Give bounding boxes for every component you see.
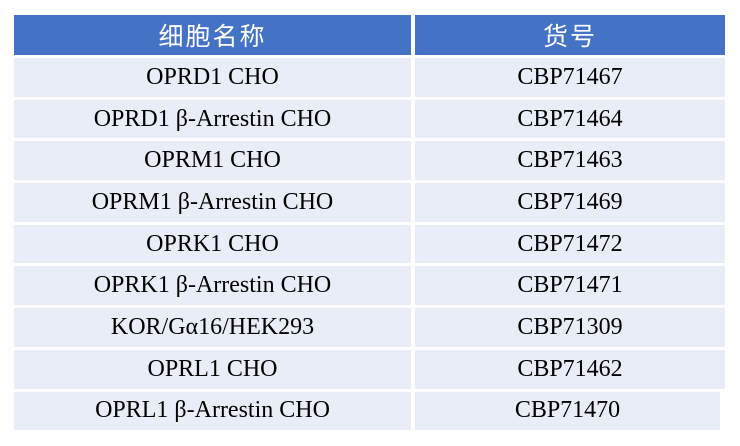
table-body: OPRD1 CHO CBP71467 OPRD1 β-Arrestin CHO CBP… xyxy=(14,58,725,431)
cell-name: OPRM1 CHO xyxy=(14,141,411,181)
cell-name: OPRL1 CHO xyxy=(14,349,411,389)
header-cell-name: 细胞名称 xyxy=(14,15,411,55)
table-row: OPRM1 β-Arrestin CHO CBP71469 xyxy=(14,183,725,222)
cell-code: CBP71467 xyxy=(415,58,725,97)
cell-name: OPRM1 β-Arrestin CHO xyxy=(14,183,411,222)
cell-line-table: 细胞名称 货号 OPRD1 CHO CBP71467 OPRD1 β-Arresti… xyxy=(14,15,725,433)
cell-code: CBP71463 xyxy=(415,141,725,181)
table-row: KOR/Gα16/HEK293 CBP71309 xyxy=(14,308,725,347)
cell-code: CBP71462 xyxy=(415,349,725,389)
table-row: OPRL1 β-Arrestin CHO CBP71470 xyxy=(14,391,725,431)
table-row: OPRL1 CHO CBP71462 xyxy=(14,349,725,389)
cell-code: CBP71464 xyxy=(415,99,725,139)
cell-code: CBP71471 xyxy=(415,266,725,306)
table-row: OPRK1 CHO CBP71472 xyxy=(14,224,725,264)
cell-name: OPRK1 β-Arrestin CHO xyxy=(14,266,411,306)
cell-name: OPRD1 CHO xyxy=(14,58,411,97)
table-row: OPRM1 CHO CBP71463 xyxy=(14,141,725,181)
cell-name: OPRL1 β-Arrestin CHO xyxy=(14,391,411,431)
header-cell-code: 货号 xyxy=(415,15,725,55)
table-row: OPRD1 CHO CBP71467 xyxy=(14,58,725,97)
table-row: OPRD1 β-Arrestin CHO CBP71464 xyxy=(14,99,725,139)
cell-name: KOR/Gα16/HEK293 xyxy=(14,308,411,347)
cell-code: CBP71472 xyxy=(415,224,725,264)
cell-code: CBP71470 xyxy=(415,391,720,431)
cell-name: OPRD1 β-Arrestin CHO xyxy=(14,99,411,139)
cell-code: CBP71309 xyxy=(415,308,725,347)
cell-code: CBP71469 xyxy=(415,183,725,222)
table-header: 细胞名称 货号 xyxy=(14,15,725,55)
table-row: OPRK1 β-Arrestin CHO CBP71471 xyxy=(14,266,725,306)
cell-name: OPRK1 CHO xyxy=(14,224,411,264)
